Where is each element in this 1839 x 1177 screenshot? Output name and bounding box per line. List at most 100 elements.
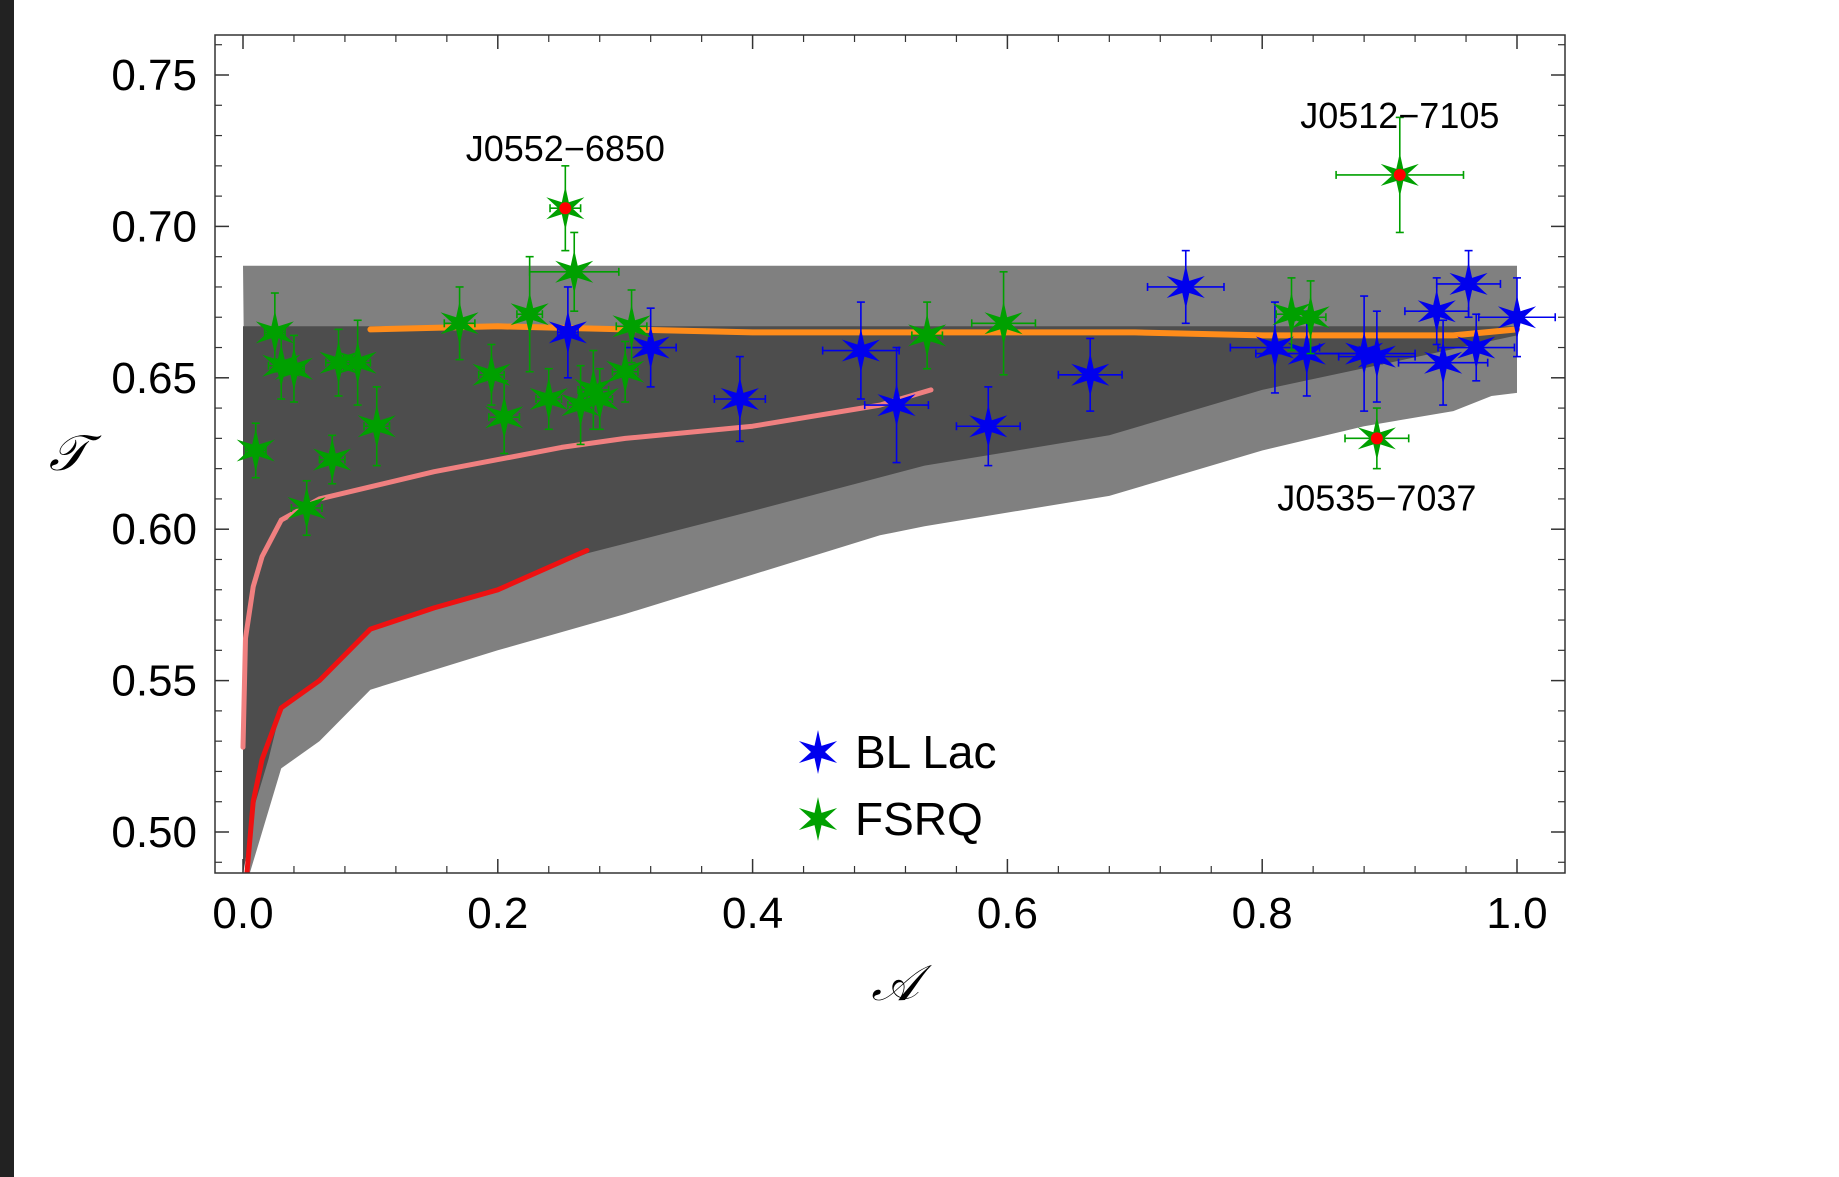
bl-lac-point-14-marker [1449, 261, 1488, 306]
fsrq-point-1-marker [255, 310, 294, 355]
bl-lac-point-2-marker [720, 377, 759, 421]
annotations-layer: J0552−6850 J0512−7105 J0535−7037 [466, 95, 1500, 518]
fsrq-point-14 [528, 231, 620, 312]
fsrq-point-20 [908, 301, 947, 370]
bl-lac-point-0 [548, 286, 587, 379]
fsrq-point-16-marker [574, 367, 613, 412]
bl-lac-point-5-marker [969, 404, 1008, 449]
fsrq-point-7-marker [338, 340, 377, 385]
source-j0552-6850-point [546, 165, 585, 252]
bl-lac-point-14 [1435, 249, 1502, 319]
fsrq-point-12-marker [510, 292, 549, 337]
y-tick-label: 0.65 [111, 354, 197, 403]
bl-lac-point-2 [713, 355, 767, 443]
bl-lac-point-3 [821, 301, 900, 400]
x-tick-label: 1.0 [1486, 889, 1547, 938]
fsrq-point-21 [970, 271, 1037, 376]
fsrq-point-14-marker [555, 249, 594, 294]
bl-lac-point-3-marker [841, 328, 880, 373]
fsrq-point-18-marker [606, 349, 645, 394]
bl-lac-point-13-marker [1424, 340, 1463, 385]
bl-lac-point-7 [1146, 249, 1225, 325]
bands-layer [243, 265, 1517, 873]
fsrq-point-17-marker [580, 377, 619, 421]
fsrq-point-3 [274, 334, 313, 403]
bl-lac-point-11-marker [1357, 334, 1396, 379]
fsrq-point-8 [357, 386, 396, 467]
fsrq-point-23-marker [1291, 295, 1330, 340]
plot-frame [214, 34, 1566, 874]
fsrq-point-10-marker [472, 352, 511, 397]
fsrq-point-13 [529, 367, 568, 431]
legend-marker-bl-lac [798, 730, 838, 774]
fsrq-point-3-marker [274, 346, 313, 391]
axes-frame [214, 34, 1566, 874]
fsrq-point-0-marker [236, 428, 275, 473]
fsrq-point-7 [338, 319, 377, 406]
fsrq-point-12 [510, 255, 549, 373]
bl-lac-point-0-marker [548, 310, 587, 355]
bl-lac-point-4 [863, 346, 930, 464]
fsrq-point-9 [440, 286, 479, 361]
fsrq-point-13-marker [529, 377, 568, 421]
bl-lac-point-1-marker [631, 325, 670, 370]
fsrq-point-10 [472, 343, 511, 406]
legend-label-bl-lac: BL Lac [855, 726, 997, 778]
fsrq-point-11-marker [485, 395, 524, 440]
source-j0552-6850-label: J0552−6850 [466, 128, 665, 169]
fsrq-point-19-marker [612, 304, 651, 349]
fsrq-point-9-marker [440, 301, 479, 346]
fsrq-point-15-marker [561, 383, 600, 428]
source-j0535-7037-label: J0535−7037 [1277, 477, 1476, 518]
bl-lac-point-7-marker [1166, 265, 1205, 309]
curves-layer [240, 323, 1520, 873]
fsrq-point-19 [612, 289, 651, 364]
red-curve [244, 547, 590, 873]
fsrq-point-18 [606, 340, 645, 403]
orange-curve [367, 323, 1520, 339]
fsrq-point-5 [313, 434, 352, 485]
fsrq-point-5-marker [313, 437, 352, 482]
source-j0512-7105-point [1335, 116, 1465, 234]
source-j0512-7105-dot [1393, 168, 1406, 181]
bl-lac-point-6 [1057, 337, 1123, 412]
x-tick-label: 0.4 [722, 889, 783, 938]
bl-lac-point-15 [1437, 313, 1516, 382]
fsrq-point-11 [485, 380, 524, 455]
source-j0535-7037-dot [1370, 432, 1383, 445]
bl-lac-point-6-marker [1071, 352, 1110, 397]
bl-lac-point-16 [1477, 277, 1557, 358]
bl-lac-point-10-marker [1345, 331, 1384, 376]
x-tick-label: 0.2 [467, 889, 528, 938]
ticks-layer: 0.0 0.2 0.4 0.6 0.8 1.0 0.50 0.55 0.60 0.65 0.70 0.… [111, 35, 1565, 938]
fsrq-point-4-marker [287, 486, 326, 530]
points-layer [236, 116, 1557, 537]
bl-lac-point-4-marker [877, 383, 916, 428]
fsrq-point-4 [287, 479, 326, 537]
bl-lac-point-5 [955, 386, 1021, 467]
y-tick-label: 0.70 [111, 202, 197, 251]
bl-lac-point-11 [1337, 310, 1416, 403]
bl-lac-point-16-marker [1497, 295, 1537, 340]
source-j0535-7037-point [1344, 407, 1410, 470]
bl-lac-point-8-marker [1255, 325, 1294, 370]
band-inner [243, 326, 1517, 873]
pink-curve [240, 387, 934, 750]
bl-lac-point-12-marker [1417, 289, 1456, 334]
source-j0512-7105-label: J0512−7105 [1300, 95, 1499, 136]
fsrq-point-0 [236, 422, 275, 479]
bl-lac-point-12 [1404, 277, 1470, 346]
fsrq-point-17 [580, 367, 619, 431]
legend-label-fsrq: FSRQ [855, 793, 983, 845]
fsrq-point-8-marker [357, 404, 396, 449]
y-tick-label: 0.60 [111, 505, 197, 554]
source-j0552-6850-dot [559, 202, 572, 215]
bl-lac-point-15-marker [1457, 325, 1496, 370]
legend: BL Lac FSRQ [798, 726, 997, 845]
legend-marker-fsrq [798, 797, 838, 841]
bl-lac-point-1 [624, 307, 677, 388]
bl-lac-point-13 [1397, 319, 1489, 406]
fsrq-point-6-marker [319, 340, 358, 385]
